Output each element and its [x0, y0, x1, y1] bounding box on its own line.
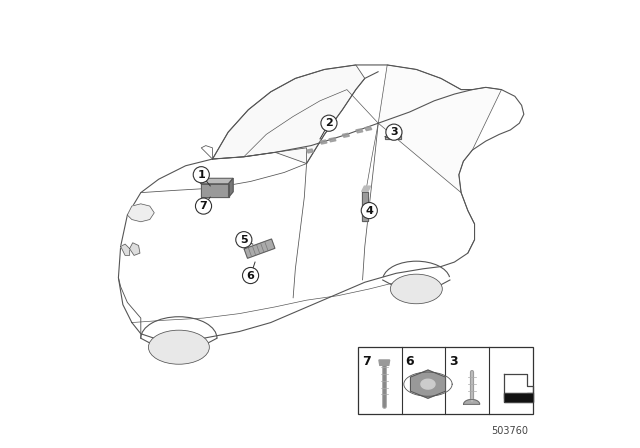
Polygon shape: [212, 65, 365, 164]
Polygon shape: [201, 184, 228, 197]
Text: 3: 3: [390, 127, 397, 137]
Polygon shape: [365, 127, 372, 130]
Polygon shape: [421, 379, 435, 389]
Text: 4: 4: [365, 206, 373, 215]
Circle shape: [243, 267, 259, 284]
Ellipse shape: [390, 274, 442, 304]
Polygon shape: [463, 400, 480, 404]
Circle shape: [321, 115, 337, 131]
Polygon shape: [307, 149, 314, 153]
Ellipse shape: [148, 330, 209, 364]
Polygon shape: [362, 186, 371, 192]
Polygon shape: [362, 192, 368, 221]
Text: 503760: 503760: [492, 426, 529, 435]
Text: 2: 2: [325, 118, 333, 128]
Text: 7: 7: [200, 201, 207, 211]
Polygon shape: [130, 243, 140, 255]
Polygon shape: [356, 129, 363, 133]
Polygon shape: [320, 140, 327, 144]
Polygon shape: [329, 138, 336, 142]
Circle shape: [386, 124, 402, 140]
Text: 3: 3: [449, 355, 458, 369]
Polygon shape: [378, 65, 502, 193]
Text: 6: 6: [246, 271, 255, 280]
Polygon shape: [504, 393, 533, 402]
Polygon shape: [379, 360, 390, 365]
Circle shape: [195, 198, 212, 214]
Circle shape: [236, 232, 252, 248]
Circle shape: [361, 202, 378, 219]
Text: 5: 5: [240, 235, 248, 245]
Polygon shape: [342, 134, 349, 137]
Polygon shape: [385, 130, 401, 139]
Polygon shape: [127, 204, 154, 222]
Bar: [358, 347, 532, 414]
Polygon shape: [121, 244, 130, 255]
Text: 7: 7: [362, 355, 371, 369]
Polygon shape: [228, 178, 233, 197]
Polygon shape: [201, 178, 233, 184]
Text: 1: 1: [197, 170, 205, 180]
Polygon shape: [244, 239, 275, 258]
Polygon shape: [410, 370, 445, 398]
Circle shape: [193, 167, 209, 183]
Text: 6: 6: [405, 355, 414, 369]
